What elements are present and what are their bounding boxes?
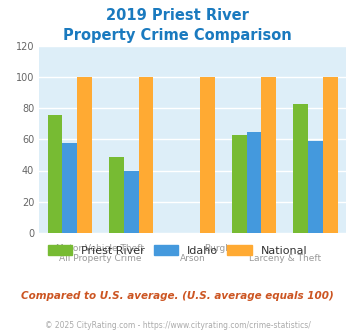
Text: All Property Crime: All Property Crime (59, 254, 142, 263)
Text: Larceny & Theft: Larceny & Theft (248, 254, 321, 263)
Bar (138, 77, 153, 233)
Bar (323, 77, 338, 233)
Text: Property Crime Comparison: Property Crime Comparison (63, 28, 292, 43)
Bar (200, 77, 215, 233)
Bar (124, 171, 138, 233)
Text: © 2025 CityRating.com - https://www.cityrating.com/crime-statistics/: © 2025 CityRating.com - https://www.city… (45, 321, 310, 330)
Text: 2019 Priest River: 2019 Priest River (106, 8, 249, 23)
Bar (62, 143, 77, 233)
Bar (109, 156, 124, 233)
Bar (232, 135, 247, 233)
Text: Arson: Arson (180, 254, 206, 263)
Text: Motor Vehicle Theft: Motor Vehicle Theft (56, 244, 144, 252)
Bar (247, 132, 261, 233)
Bar (77, 77, 92, 233)
Bar (308, 141, 323, 233)
Legend: Priest River, Idaho, National: Priest River, Idaho, National (43, 240, 312, 260)
Text: Burglary: Burglary (204, 244, 242, 252)
Bar (48, 115, 62, 233)
Text: Compared to U.S. average. (U.S. average equals 100): Compared to U.S. average. (U.S. average … (21, 291, 334, 301)
Bar (293, 104, 308, 233)
Bar (261, 77, 276, 233)
